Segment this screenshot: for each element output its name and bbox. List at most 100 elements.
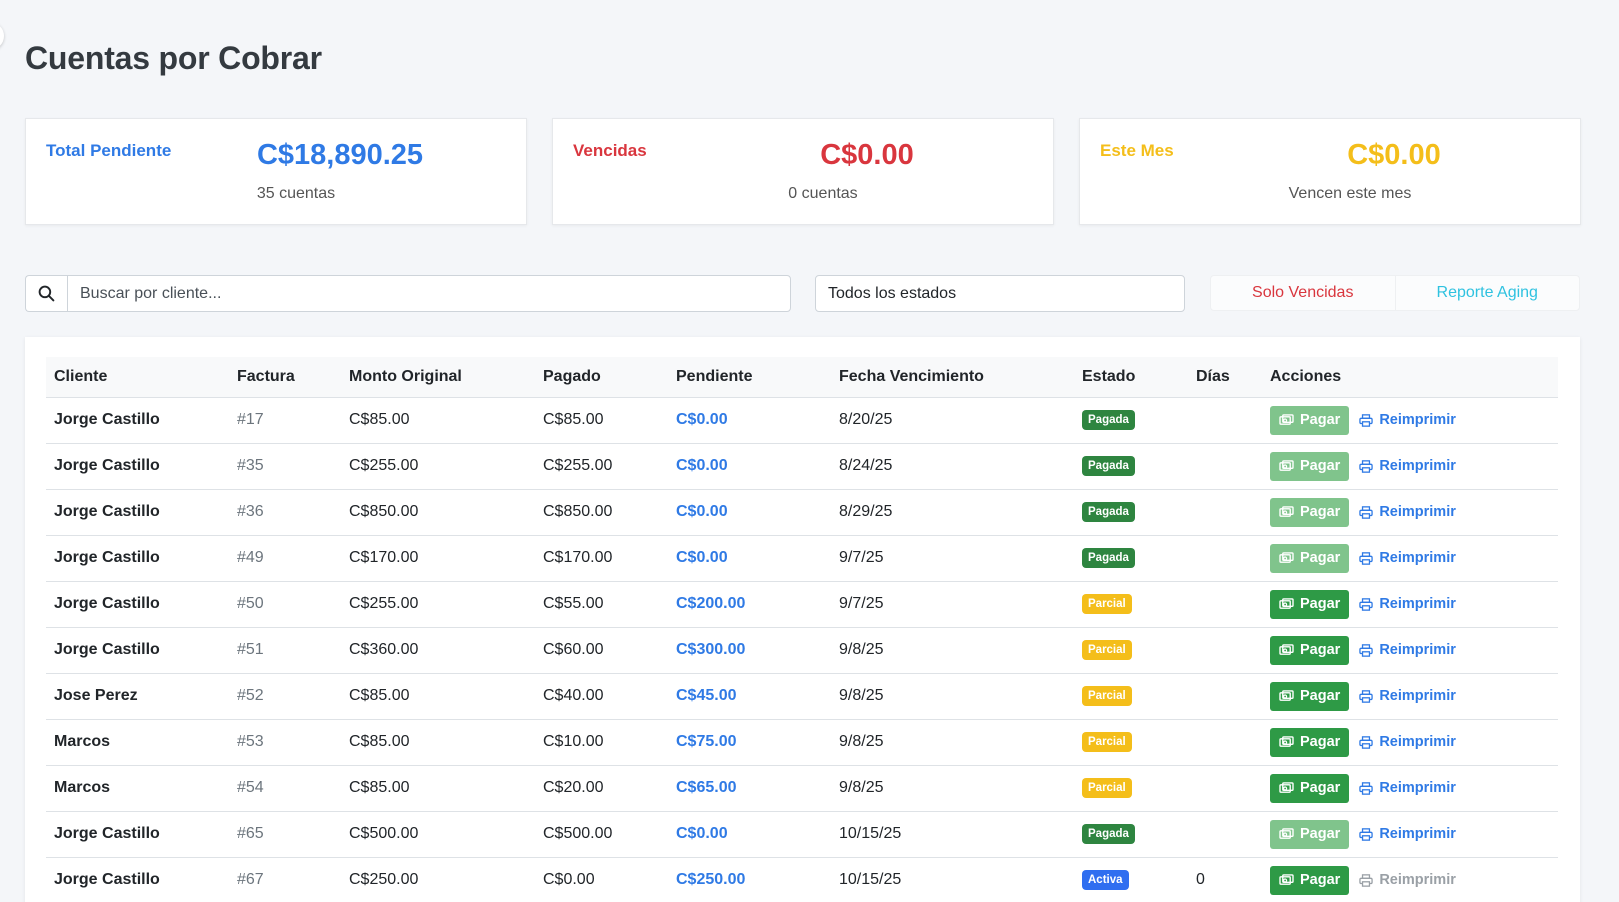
cell-status: Parcial	[1074, 765, 1188, 812]
sidebar-toggle-handle[interactable]	[0, 22, 4, 50]
summary-month-sub: Vencen este mes	[1288, 185, 1412, 202]
cell-days	[1188, 673, 1262, 720]
pay-button-label: Pagar	[1300, 550, 1341, 566]
reprint-button[interactable]: Reimprimir	[1353, 452, 1462, 481]
cell-pending: C$45.00	[668, 673, 831, 720]
cell-due-date: 8/24/25	[831, 443, 1074, 490]
pay-button[interactable]: Pagar	[1270, 681, 1350, 711]
pay-button[interactable]: Pagar	[1270, 451, 1350, 481]
search-button[interactable]	[25, 275, 67, 312]
header-fecha-vencimiento: Fecha Vencimiento	[831, 357, 1074, 398]
cell-pending: C$200.00	[668, 581, 831, 628]
table-row: Jorge Castillo #49 C$170.00 C$170.00 C$0.00 9…	[46, 535, 1558, 582]
status-badge: Parcial	[1082, 640, 1132, 660]
reprint-button[interactable]: Reimprimir	[1353, 544, 1462, 573]
pay-button[interactable]: Pagar	[1270, 773, 1350, 803]
pay-button-label: Pagar	[1300, 734, 1341, 750]
table-row: Jorge Castillo #50 C$255.00 C$55.00 C$200.00…	[46, 581, 1558, 628]
header-monto-original: Monto Original	[341, 357, 535, 398]
cell-due-date: 8/20/25	[831, 397, 1074, 444]
cell-due-date: 9/8/25	[831, 719, 1074, 766]
header-estado: Estado	[1074, 357, 1188, 398]
pay-button[interactable]: Pagar	[1270, 497, 1350, 527]
printer-icon	[1359, 643, 1374, 657]
reprint-button[interactable]: Reimprimir	[1353, 498, 1462, 527]
status-badge: Activa	[1082, 870, 1129, 890]
summary-overdue-sub: 0 cuentas	[788, 185, 858, 202]
cell-actions: Pagar Reimprimir	[1262, 765, 1558, 812]
cell-due-date: 10/15/25	[831, 857, 1074, 902]
table-row: Jorge Castillo #35 C$255.00 C$255.00 C$0.00 8…	[46, 443, 1558, 490]
pay-button[interactable]: Pagar	[1270, 589, 1350, 619]
reprint-button-label: Reimprimir	[1379, 872, 1456, 888]
pay-button-label: Pagar	[1300, 872, 1341, 888]
reprint-button-label: Reimprimir	[1379, 550, 1456, 566]
table-row: Marcos #53 C$85.00 C$10.00 C$75.00 9/8/25 Parc…	[46, 719, 1558, 766]
cell-actions: Pagar Reimprimir	[1262, 673, 1558, 720]
summary-total-label: Total Pendiente	[46, 141, 172, 160]
reprint-button-label: Reimprimir	[1379, 826, 1456, 842]
pay-button[interactable]: Pagar	[1270, 543, 1350, 573]
reprint-button[interactable]: Reimprimir	[1353, 682, 1462, 711]
status-badge: Pagada	[1082, 548, 1135, 568]
pay-button-label: Pagar	[1300, 504, 1341, 520]
aging-report-button[interactable]: Reporte Aging	[1394, 276, 1580, 310]
cell-invoice: #49	[229, 535, 341, 582]
reprint-button[interactable]: Reimprimir	[1353, 820, 1462, 849]
table-header-row: Cliente Factura Monto Original Pagado Pe…	[46, 357, 1558, 398]
pay-button[interactable]: Pagar	[1270, 727, 1350, 757]
pay-button[interactable]: Pagar	[1270, 405, 1350, 435]
cell-pending: C$0.00	[668, 811, 831, 858]
pay-button-label: Pagar	[1300, 826, 1341, 842]
cell-original: C$250.00	[341, 857, 535, 902]
cell-status: Activa	[1074, 857, 1188, 902]
cell-due-date: 9/8/25	[831, 765, 1074, 812]
reprint-button[interactable]: Reimprimir	[1353, 866, 1462, 895]
cell-client: Jorge Castillo	[46, 397, 229, 444]
cash-icon	[1279, 551, 1294, 563]
status-badge: Pagada	[1082, 410, 1135, 430]
printer-icon	[1359, 873, 1374, 887]
reprint-button-label: Reimprimir	[1379, 734, 1456, 750]
cash-icon	[1279, 643, 1294, 655]
pay-button-label: Pagar	[1300, 458, 1341, 474]
cell-actions: Pagar Reimprimir	[1262, 489, 1558, 536]
reprint-button[interactable]: Reimprimir	[1353, 774, 1462, 803]
cell-pending: C$0.00	[668, 489, 831, 536]
pay-button-label: Pagar	[1300, 688, 1341, 704]
pay-button[interactable]: Pagar	[1270, 635, 1350, 665]
cell-status: Parcial	[1074, 673, 1188, 720]
status-badge: Parcial	[1082, 686, 1132, 706]
header-pendiente: Pendiente	[668, 357, 831, 398]
cell-status: Pagada	[1074, 811, 1188, 858]
cell-status: Parcial	[1074, 627, 1188, 674]
cell-original: C$255.00	[341, 581, 535, 628]
reprint-button[interactable]: Reimprimir	[1353, 636, 1462, 665]
pay-button-label: Pagar	[1300, 642, 1341, 658]
cell-original: C$85.00	[341, 765, 535, 812]
reprint-button[interactable]: Reimprimir	[1353, 590, 1462, 619]
cell-invoice: #36	[229, 489, 341, 536]
only-overdue-button[interactable]: Solo Vencidas	[1252, 284, 1354, 301]
cell-days	[1188, 581, 1262, 628]
cell-invoice: #52	[229, 673, 341, 720]
reprint-button[interactable]: Reimprimir	[1353, 728, 1462, 757]
cell-pending: C$300.00	[668, 627, 831, 674]
reprint-button-label: Reimprimir	[1379, 458, 1456, 474]
reprint-button[interactable]: Reimprimir	[1353, 406, 1462, 435]
cell-client: Jorge Castillo	[46, 535, 229, 582]
pay-button[interactable]: Pagar	[1270, 865, 1350, 895]
cell-actions: Pagar Reimprimir	[1262, 811, 1558, 858]
status-filter-select[interactable]: Todos los estados	[815, 275, 1185, 312]
printer-icon	[1359, 689, 1374, 703]
pay-button[interactable]: Pagar	[1270, 819, 1350, 849]
cell-status: Pagada	[1074, 489, 1188, 536]
cell-actions: Pagar Reimprimir	[1262, 443, 1558, 490]
cell-days: 0	[1188, 857, 1262, 902]
cell-days	[1188, 719, 1262, 766]
cell-due-date: 9/7/25	[831, 535, 1074, 582]
summary-month-value: C$0.00	[1347, 139, 1441, 171]
pay-button-label: Pagar	[1300, 596, 1341, 612]
cash-icon	[1279, 781, 1294, 793]
search-input[interactable]	[67, 275, 791, 312]
